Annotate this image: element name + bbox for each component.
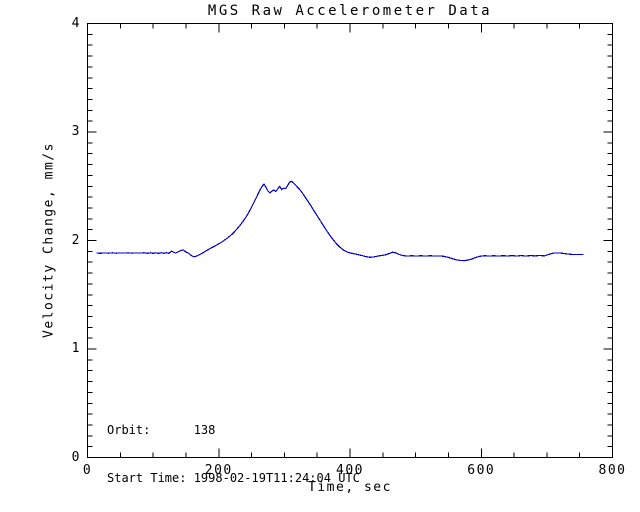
chart-title: MGS Raw Accelerometer Data: [207, 3, 493, 19]
data-line-velocity-change: [96, 180, 584, 262]
x-tick-label: 0: [82, 463, 93, 478]
y-tick-label: 0: [71, 449, 81, 465]
y-tick-label: 2: [71, 232, 81, 248]
x-tick-label: 400: [336, 463, 364, 478]
annotation-orbit: Orbit: 138: [107, 423, 216, 438]
y-tick-label: 3: [71, 124, 81, 139]
x-tick-label: 800: [598, 463, 627, 478]
axis-ticks: [87, 23, 613, 458]
y-tick-label: 1: [71, 341, 81, 356]
y-tick-label: 4: [71, 15, 81, 31]
annotation-block: Orbit: 138 Start Time: 1998-02-19T11:24:…: [107, 392, 360, 512]
x-tick-label: 600: [467, 463, 496, 478]
x-tick-label: 200: [204, 463, 233, 478]
x-axis-label: Time, sec: [308, 480, 392, 495]
annotation-start-time: Start Time: 1998-02-19T11:24:04 UTC: [107, 470, 360, 485]
